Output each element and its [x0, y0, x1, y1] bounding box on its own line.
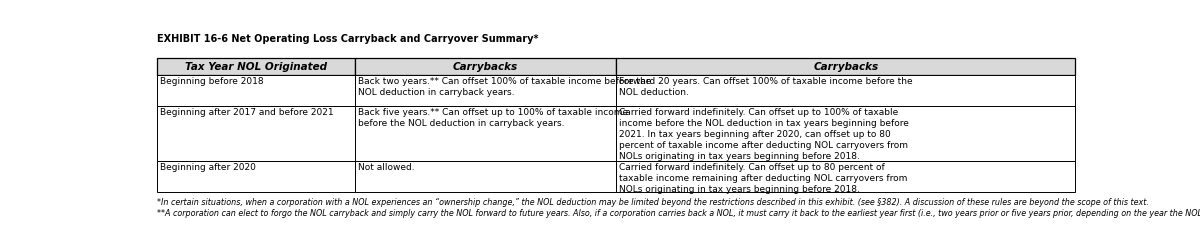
- Text: EXHIBIT 16-6 Net Operating Loss Carryback and Carryover Summary*: EXHIBIT 16-6 Net Operating Loss Carrybac…: [157, 34, 539, 44]
- Bar: [617, 75, 1075, 106]
- Text: *In certain situations, when a corporation with a NOL experiences an “ownership : *In certain situations, when a corporati…: [157, 198, 1150, 207]
- Bar: [617, 161, 1075, 192]
- Text: Tax Year NOL Originated: Tax Year NOL Originated: [185, 62, 328, 72]
- Text: Carried forward indefinitely. Can offset up to 100% of taxable
income before the: Carried forward indefinitely. Can offset…: [619, 108, 910, 161]
- Text: Forward 20 years. Can offset 100% of taxable income before the
NOL deduction.: Forward 20 years. Can offset 100% of tax…: [619, 77, 913, 97]
- Bar: [157, 75, 355, 106]
- Text: Carried forward indefinitely. Can offset up to 80 percent of
taxable income rema: Carried forward indefinitely. Can offset…: [619, 163, 907, 194]
- Text: Back two years.** Can offset 100% of taxable income before the
NOL deduction in : Back two years.** Can offset 100% of tax…: [358, 77, 650, 97]
- Bar: [355, 58, 617, 75]
- Bar: [157, 161, 355, 192]
- Text: Beginning after 2020: Beginning after 2020: [161, 163, 256, 172]
- Bar: [355, 161, 617, 192]
- Text: Back five years.** Can offset up to 100% of taxable income
before the NOL deduct: Back five years.** Can offset up to 100%…: [358, 108, 628, 128]
- Text: Beginning before 2018: Beginning before 2018: [161, 77, 264, 86]
- Bar: [355, 106, 617, 161]
- Text: Beginning after 2017 and before 2021: Beginning after 2017 and before 2021: [161, 108, 334, 117]
- Text: Not allowed.: Not allowed.: [358, 163, 414, 172]
- Bar: [617, 58, 1075, 75]
- Text: Carrybacks: Carrybacks: [454, 62, 518, 72]
- Text: Carrybacks: Carrybacks: [814, 62, 878, 72]
- Bar: [355, 75, 617, 106]
- Text: **A corporation can elect to forgo the NOL carryback and simply carry the NOL fo: **A corporation can elect to forgo the N…: [157, 209, 1200, 218]
- Bar: [157, 106, 355, 161]
- Bar: [157, 58, 355, 75]
- Bar: [617, 106, 1075, 161]
